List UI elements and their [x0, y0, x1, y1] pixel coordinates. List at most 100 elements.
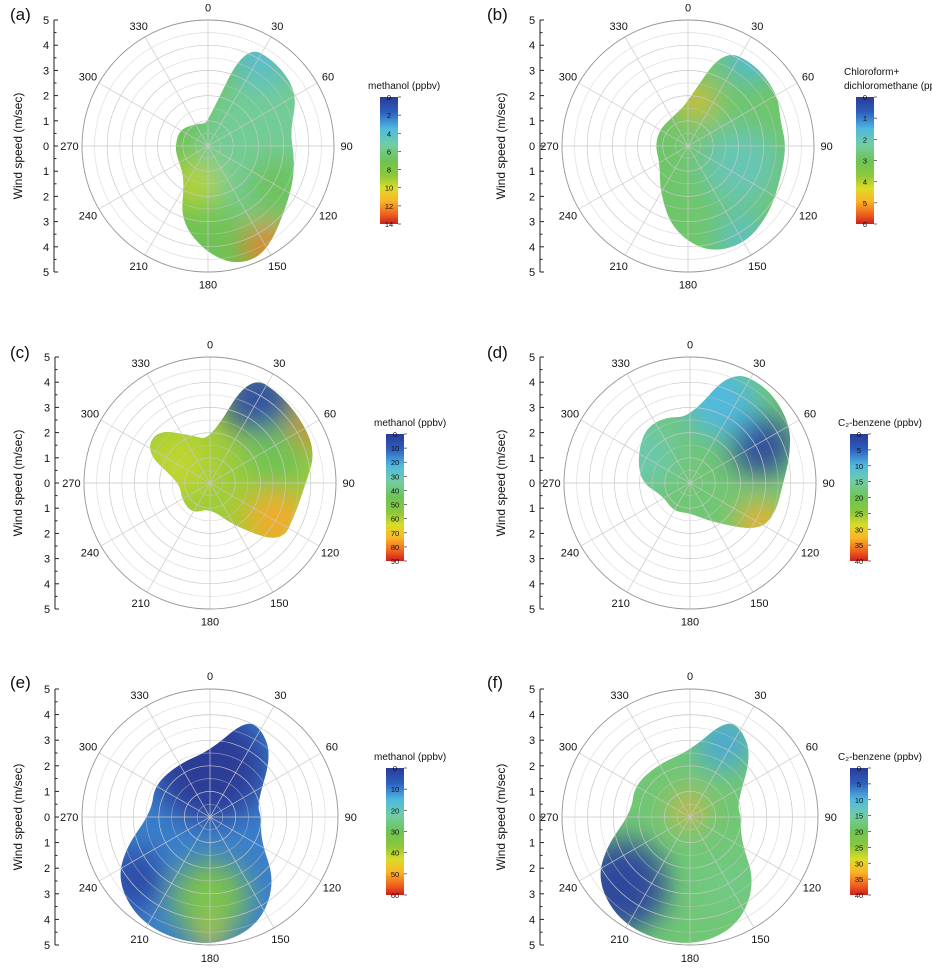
- radial-tick-label: 3: [44, 554, 50, 566]
- angle-tick-label: 120: [799, 210, 817, 222]
- radial-tick-label: 4: [43, 40, 49, 52]
- colorbar-tick-label: 30: [855, 859, 863, 868]
- y-axis-label: Wind speed (m/sec): [494, 93, 508, 200]
- radial-tick-label: 3: [529, 554, 535, 566]
- angle-tick-label: 270: [542, 478, 560, 490]
- colorbar-tick-label: 8: [387, 166, 391, 175]
- colorbar-tick-label: 10: [855, 796, 863, 805]
- radial-tick-label: 4: [529, 377, 535, 389]
- colorbar-tick-label: 12: [385, 202, 393, 211]
- colorbar-tick-label: 14: [385, 220, 393, 229]
- angle-tick-label: 210: [130, 934, 148, 946]
- radial-tick-label: 3: [529, 889, 535, 901]
- angle-tick-label: 60: [324, 409, 336, 421]
- grid-spoke: [209, 816, 322, 882]
- radial-tick-label: 4: [44, 914, 50, 926]
- radial-tick-label: 4: [529, 242, 535, 254]
- angle-tick-label: 30: [754, 690, 766, 702]
- angle-tick-label: 0: [687, 671, 693, 683]
- polar-grid: [83, 356, 337, 610]
- radial-tick-label: 2: [44, 528, 50, 540]
- colorbar-tick-label: 1: [863, 114, 867, 123]
- colorbar-gradient: [850, 768, 868, 895]
- colorbar-gradient: [850, 434, 868, 561]
- radial-tick-label: 0: [529, 478, 535, 490]
- radial-tick-label: 2: [529, 91, 535, 103]
- angle-tick-label: 90: [340, 141, 352, 153]
- angle-tick-label: 120: [803, 882, 821, 894]
- grid-spoke: [98, 145, 209, 210]
- radial-tick-label: 5: [44, 352, 50, 364]
- grid-spoke: [624, 145, 689, 256]
- grid-spoke: [626, 373, 691, 484]
- grid-spoke: [687, 82, 798, 147]
- angle-tick-label: 120: [323, 882, 341, 894]
- grid-spoke: [689, 373, 754, 484]
- grid-spoke: [624, 36, 689, 147]
- grid-spoke: [209, 705, 275, 818]
- outer-ring: [561, 688, 819, 946]
- angle-tick-label: 120: [321, 547, 339, 559]
- grid-spoke: [625, 816, 691, 929]
- outer-ring: [81, 19, 335, 273]
- angle-tick-label: 330: [130, 21, 148, 33]
- angle-tick-label: 0: [207, 339, 213, 351]
- radial-tick-label: 5: [529, 604, 535, 616]
- chart-panel-1: 0306090120150180210240270300330011223344…: [10, 2, 440, 291]
- angle-tick-label: 210: [610, 261, 628, 273]
- radial-tick-label: 1: [44, 503, 50, 515]
- grid-spoke: [626, 482, 691, 593]
- angle-tick-label: 30: [753, 358, 765, 370]
- angle-tick-label: 150: [268, 261, 286, 273]
- angle-tick-label: 270: [62, 478, 80, 490]
- grid-spoke: [144, 145, 209, 256]
- radial-tick-label: 2: [529, 428, 535, 440]
- colorbar-tick-label: 5: [857, 446, 861, 455]
- colorbar-gradient: [386, 434, 404, 561]
- radial-tick-label: 1: [43, 116, 49, 128]
- colorbar-tick-label: 35: [855, 875, 863, 884]
- radial-tick-label: 1: [529, 166, 535, 178]
- colorbar-tick-label: 10: [385, 184, 393, 193]
- grid-spoke: [146, 482, 211, 593]
- panel-label: (b): [487, 5, 508, 24]
- colorbar-tick-label: 35: [855, 541, 863, 550]
- chart-panel-6: 0306090120150180210240270300330011223344…: [487, 671, 922, 965]
- radial-tick-label: 3: [44, 889, 50, 901]
- angle-tick-label: 330: [130, 690, 148, 702]
- colorbar-tick-label: 4: [863, 178, 867, 187]
- grid-spoke: [687, 36, 752, 147]
- angle-tick-label: 300: [79, 72, 97, 84]
- grid-spoke: [578, 82, 689, 147]
- grid-spoke: [580, 419, 691, 484]
- radial-tick-label: 3: [44, 735, 50, 747]
- colorbar-tick-label: 6: [387, 147, 391, 156]
- angle-tick-label: 120: [319, 210, 337, 222]
- radial-tick-label: 3: [44, 402, 50, 414]
- angle-tick-label: 90: [345, 812, 357, 824]
- colorbar-title: C₂-benzene (ppbv): [838, 752, 922, 763]
- angle-tick-label: 90: [822, 478, 834, 490]
- radial-axis: [539, 688, 544, 946]
- colorbar: methanol (ppbv)0 2 4 6 8 10 12 14: [368, 81, 440, 229]
- grid-spoke: [100, 419, 211, 484]
- outer-ring: [561, 19, 815, 273]
- radial-tick-label: 1: [43, 166, 49, 178]
- colorbar: C₂-benzene (ppbv)0 5 10 15 20 25 30 35 40: [838, 752, 922, 900]
- polar-grid: [561, 688, 819, 946]
- angle-tick-label: 150: [750, 598, 768, 610]
- angle-tick-label: 0: [207, 671, 213, 683]
- radial-tick-label: 2: [44, 863, 50, 875]
- radial-tick-label: 0: [44, 812, 50, 824]
- colorbar: methanol (ppbv)0 10 20 30 40 50 60 70 80 90: [374, 418, 446, 566]
- angle-tick-label: 0: [687, 339, 693, 351]
- grid-spoke: [145, 705, 211, 818]
- angle-tick-label: 150: [271, 934, 289, 946]
- radial-tick-label: 2: [44, 761, 50, 773]
- grid-spoke: [100, 482, 211, 547]
- radial-axis: [539, 356, 544, 610]
- angle-tick-label: 180: [201, 617, 219, 629]
- grid-spoke: [687, 145, 798, 210]
- grid-spoke: [98, 82, 209, 147]
- radial-tick-label: 5: [529, 940, 535, 952]
